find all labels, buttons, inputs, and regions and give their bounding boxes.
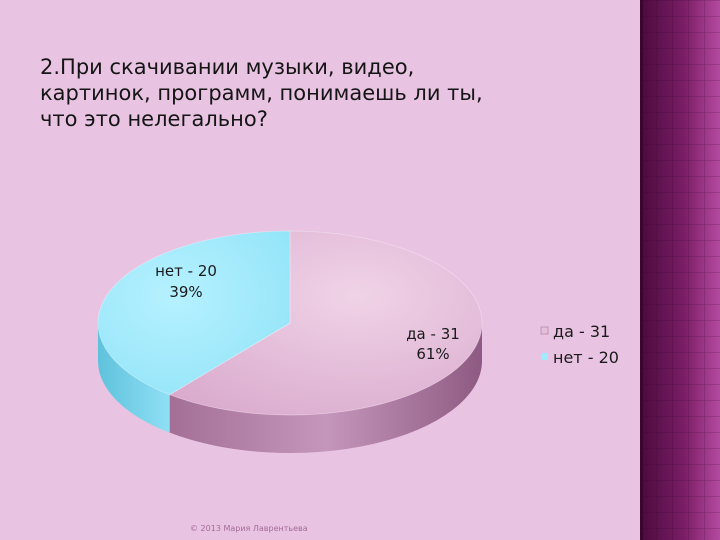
slice-top-net — [97, 230, 291, 396]
title-line-2: картинок, программ, понимаешь ли ты, — [40, 81, 483, 105]
legend-swatch-da — [540, 326, 549, 335]
legend-label-net: нет - 20 — [553, 348, 619, 367]
slide-title: 2.При скачивании музыки, видео, картинок… — [40, 54, 600, 132]
slice-side-net — [98, 323, 170, 433]
copyright-footer: © 2013 Мария Лаврентьева — [190, 524, 308, 533]
slice-label-da: да - 31 — [406, 325, 460, 343]
slice-percent-net: 39% — [169, 283, 202, 301]
slice-percent-da: 61% — [416, 345, 449, 363]
pie-chart: да - 31 61% нет - 20 39% да - 31 нет - 2… — [97, 230, 619, 454]
slice-side-da — [169, 323, 483, 454]
legend-label-da: да - 31 — [553, 322, 610, 341]
slice-label-net: нет - 20 — [155, 262, 217, 280]
slice-top-da — [168, 230, 483, 416]
sidebar-decoration — [640, 0, 720, 540]
title-line-3: что это нелегально? — [40, 107, 268, 131]
pie-labels: да - 31 61% нет - 20 39% — [155, 262, 460, 363]
chart-legend: да - 31 нет - 20 — [540, 322, 619, 367]
pie-tops — [97, 230, 483, 416]
legend-swatch-net — [541, 353, 548, 360]
title-line-1: 2.При скачивании музыки, видео, — [40, 55, 415, 79]
pie-sides — [98, 323, 483, 454]
